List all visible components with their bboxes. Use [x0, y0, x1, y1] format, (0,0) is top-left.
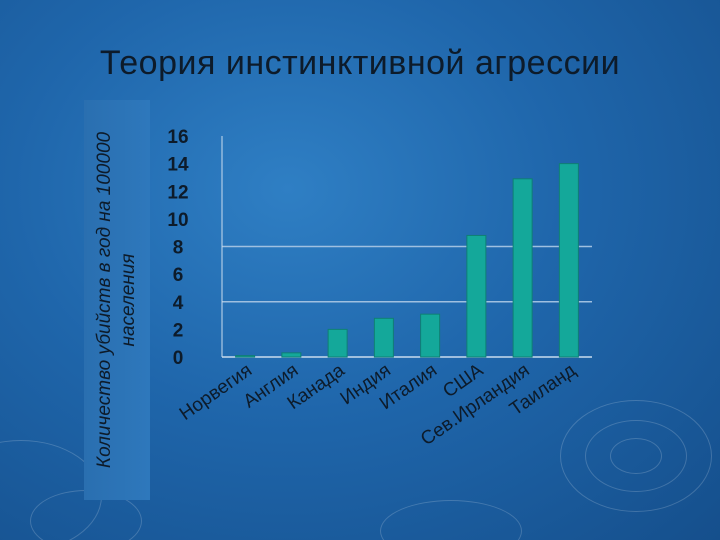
ylabel-panel	[84, 100, 150, 500]
y-tick-label: 8	[173, 238, 184, 259]
bar-8	[558, 163, 579, 358]
bar-5	[420, 313, 441, 358]
bar-3	[327, 328, 348, 358]
ripple-decoration	[560, 400, 712, 512]
y-tick-label: 6	[173, 265, 184, 286]
bar-7	[512, 178, 533, 358]
slide-title: Теория инстинктивной агрессии	[99, 44, 621, 82]
y-tick-label: 10	[167, 210, 188, 231]
ripple-decoration	[610, 438, 662, 474]
y-tick-label: 12	[167, 182, 188, 203]
y-tick-label: 16	[167, 127, 188, 148]
y-tick-label: 2	[173, 320, 184, 341]
bar-2	[281, 352, 302, 358]
bar-4	[373, 317, 394, 358]
bar-6	[466, 234, 487, 358]
y-tick-label: 4	[173, 293, 184, 314]
y-tick-label: 0	[173, 348, 184, 369]
ripple-decoration	[585, 420, 687, 492]
bar-1	[235, 355, 256, 358]
y-tick-label: 14	[167, 155, 189, 176]
